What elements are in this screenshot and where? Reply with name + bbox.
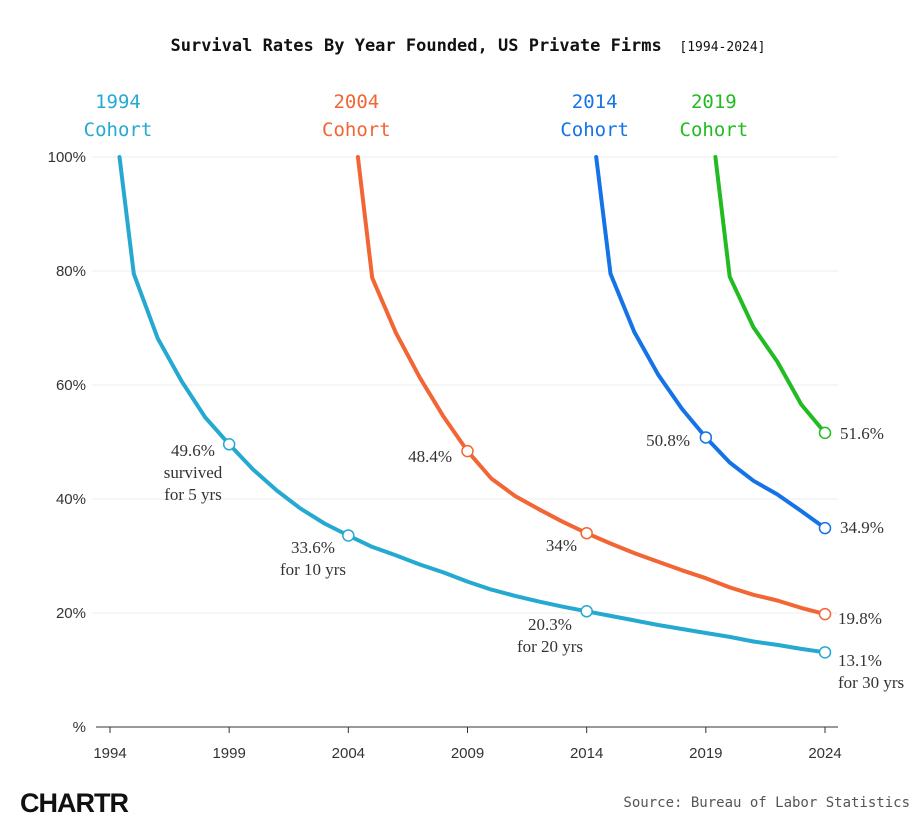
cohort-label-year: 2004 [333,91,379,113]
data-label-2004: 48.4% [408,447,452,466]
chart-title-main: Survival Rates By Year Founded, US Priva… [170,36,661,56]
data-label-line: 20.3% [528,615,572,634]
gridlines [92,156,838,614]
series-marker-1994 [222,438,236,451]
series-marker-2019 [818,426,832,440]
cohort-label-word: Cohort [560,119,629,141]
series-marker-2004 [461,444,474,458]
x-axis: 1994 1999 2004 2009 2014 2019 2024 [93,726,842,762]
x-tick-label: 2019 [689,745,722,762]
data-label-2004: 34% [546,536,577,555]
series-marker-2004 [580,526,593,540]
y-axis-ticks: % 20% 40% 60% 80% 100% [48,149,86,736]
series-marker-2004 [818,607,832,621]
data-label-2014: 34.9% [840,518,884,537]
data-label-1994: 49.6% survived for 5 yrs [164,441,223,504]
chartr-logo: CHARTR [20,788,128,818]
data-label-line: for 10 yrs [280,560,346,579]
data-label-line: 19.8% [838,609,882,628]
data-label-line: 48.4% [408,447,452,466]
series-marker-1994 [818,646,832,659]
x-tick-label: 2024 [808,745,841,762]
data-label-1994: 20.3% for 20 yrs [517,615,583,656]
series-line-2014 [594,155,827,531]
data-label-line: for 20 yrs [517,637,583,656]
cohort-label-year: 2019 [691,91,737,113]
data-label-line: 34.9% [840,518,884,537]
y-tick-label: % [73,719,86,736]
chart-title-range: [1994-2024] [679,40,765,55]
data-label-2004: 19.8% [838,609,882,628]
chart-title: Survival Rates By Year Founded, US Priva… [170,36,765,56]
data-label-2014: 50.8% [646,431,690,450]
y-tick-label: 20% [56,605,86,622]
data-label-line: for 30 yrs [838,673,904,692]
source-note: Source: Bureau of Labor Statistics [623,795,910,811]
y-tick-label: 80% [56,263,86,280]
data-label-line: for 5 yrs [164,485,222,504]
x-tick-label: 2004 [332,745,365,762]
series-line-1994 [117,155,827,655]
data-annotations: 49.6% survived for 5 yrs 33.6% for 10 yrs 20.… [164,424,904,692]
series-marker-1994 [342,529,355,542]
series-markers [222,426,832,659]
cohort-label-year: 1994 [95,91,141,113]
cohort-label-2019: 2019 Cohort [680,91,749,141]
series-marker-2014 [699,431,713,444]
y-tick-label: 100% [48,149,86,166]
cohort-label-2004: 2004 Cohort [322,91,391,141]
series-line-2004 [355,155,827,617]
series-marker-2014 [818,521,832,535]
cohort-label-2014: 2014 Cohort [560,91,629,141]
data-label-2019: 51.6% [840,424,884,443]
x-tick-label: 2009 [451,745,484,762]
y-tick-label: 40% [56,491,86,508]
data-label-line: 49.6% [171,441,215,460]
data-label-line: 13.1% [838,651,882,670]
cohort-label-1994: 1994 Cohort [84,91,153,141]
data-label-1994: 33.6% for 10 yrs [280,538,346,579]
y-tick-label: 60% [56,377,86,394]
data-label-line: 33.6% [291,538,335,557]
cohort-label-word: Cohort [84,119,153,141]
data-label-line: 50.8% [646,431,690,450]
series-marker-1994 [580,605,593,618]
x-tick-label: 2014 [570,745,603,762]
data-label-line: 51.6% [840,424,884,443]
series-line-2019 [713,155,827,435]
x-tick-label: 1999 [212,745,245,762]
x-tick-label: 1994 [93,745,126,762]
cohort-label-year: 2014 [572,91,618,113]
cohort-label-word: Cohort [322,119,391,141]
cohort-label-word: Cohort [680,119,749,141]
data-label-line: 34% [546,536,577,555]
cohort-labels: 1994 Cohort 2004 Cohort 2014 Cohort 2019 Cohort [84,91,748,141]
series-lines [117,155,827,655]
data-label-1994: 13.1% for 30 yrs [838,651,904,692]
data-label-line: survived [164,463,223,482]
